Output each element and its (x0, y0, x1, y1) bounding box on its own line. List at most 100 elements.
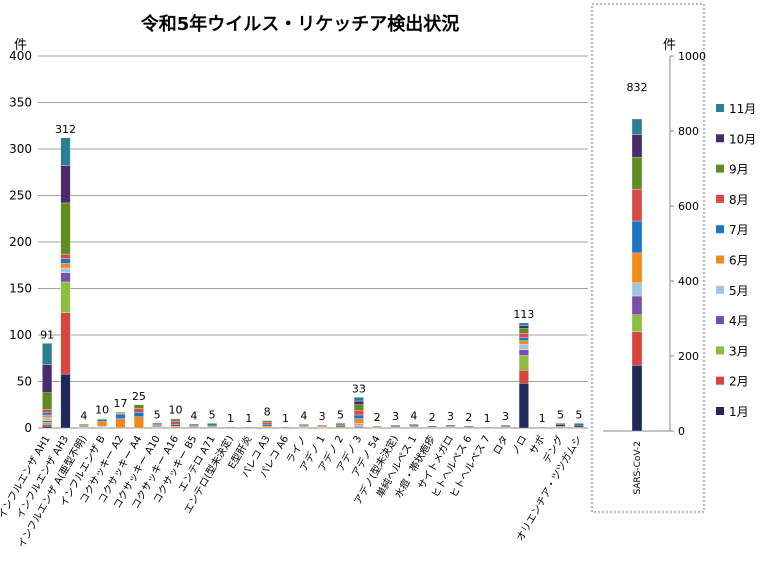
inset-bar-segment (631, 134, 643, 158)
data-label: 3 (447, 410, 454, 423)
bar-segment (353, 414, 364, 419)
inset-bar-segment (631, 220, 643, 254)
bar-segment (463, 425, 474, 428)
inset-bar-segment (631, 282, 643, 297)
bar-segment (573, 423, 584, 426)
legend-swatch (716, 255, 724, 264)
legend-swatch (716, 104, 724, 112)
bar-segment (518, 340, 529, 345)
bar-segment (482, 426, 493, 429)
legend-label: 6月 (729, 254, 749, 268)
bar-segment (152, 423, 163, 425)
bar-segment (445, 425, 456, 427)
bar-segment (60, 263, 71, 269)
bar-segment (353, 418, 364, 424)
y-tick-label: 300 (9, 142, 32, 156)
legend-label: 1月 (729, 405, 749, 419)
bar-segment (518, 344, 529, 351)
left-y-axis-unit: 件 (14, 38, 28, 53)
bar-segment (133, 404, 144, 409)
bar-segment (42, 364, 53, 393)
legend-swatch (716, 225, 724, 234)
legend-label: 9月 (729, 163, 749, 177)
x-tick-label: ノロ (510, 434, 530, 457)
bar-segment (335, 423, 346, 425)
bar-segment (60, 253, 71, 259)
data-label: 4 (190, 409, 197, 422)
data-label: 3 (319, 410, 326, 423)
inset-bar-segment (631, 295, 643, 315)
y-tick-label: 0 (24, 421, 32, 435)
bar-segment (97, 421, 108, 427)
bar-segment (42, 392, 53, 410)
bar-segment (42, 420, 53, 423)
data-label: 1 (245, 412, 252, 425)
bar-segment (262, 422, 273, 425)
inset-data-label: 832 (627, 81, 648, 94)
legend-label: 11月 (729, 102, 756, 116)
bar-segment (317, 425, 328, 427)
data-label: 3 (502, 410, 509, 423)
y-tick-label: 400 (9, 49, 32, 63)
bar-segment (42, 412, 53, 416)
data-label: 25 (132, 390, 146, 403)
data-label: 10 (169, 404, 183, 417)
bar-segment (500, 425, 511, 427)
bar-segment (280, 426, 291, 429)
bar-segment (243, 426, 254, 429)
bar-segment (170, 425, 181, 429)
y-tick-label: 250 (9, 189, 32, 203)
data-label: 4 (80, 409, 87, 422)
inset-bar-segment (631, 331, 643, 366)
bar-segment (60, 272, 71, 283)
bar-segment (518, 328, 529, 334)
bar-segment (42, 425, 53, 429)
data-label: 1 (282, 412, 289, 425)
data-label: 1 (227, 412, 234, 425)
inset-bar-segment (631, 188, 643, 222)
y-tick-label: 100 (9, 328, 32, 342)
bar-segment (207, 423, 218, 426)
bar-segment (60, 281, 71, 313)
inset-bar-segment (631, 314, 643, 332)
y-tick-label: 150 (9, 282, 32, 296)
y-tick-label: 200 (9, 235, 32, 249)
bar-segment (42, 343, 53, 365)
bar-segment (518, 337, 529, 341)
data-label: 91 (40, 328, 54, 341)
bar-segment (42, 409, 53, 413)
bar-segment (60, 373, 71, 429)
inset-border (591, 3, 705, 513)
bar-segment (60, 202, 71, 255)
data-label: 33 (352, 382, 366, 395)
legend-label: 8月 (729, 193, 749, 207)
inset-y-tick-label: 0 (678, 425, 685, 438)
bar-segment (555, 424, 566, 427)
data-label: 5 (575, 408, 582, 421)
legend-swatch (716, 316, 724, 325)
right-y-axis-unit: 件 (663, 38, 677, 53)
bar-segment (573, 425, 584, 428)
data-label: 312 (55, 123, 76, 136)
legend-swatch (716, 407, 724, 415)
bar-segment (372, 425, 383, 428)
bar-segment (518, 370, 529, 384)
bar-segment (518, 349, 529, 356)
inset-bar-segment (631, 365, 643, 432)
data-label: 4 (410, 409, 417, 422)
bar-segment (78, 424, 89, 426)
inset-bar-segment (631, 157, 643, 190)
bar-segment (518, 332, 529, 338)
legend-swatch (716, 134, 724, 143)
bar-segment (42, 414, 53, 418)
x-tick-label: ロタ (491, 434, 511, 457)
bar-segment (42, 424, 53, 427)
legend-label: 7月 (729, 223, 749, 237)
bar-segment (518, 325, 529, 329)
data-label: 8 (264, 406, 271, 419)
inset-bar-segment (631, 252, 643, 284)
data-label: 5 (557, 408, 564, 421)
data-label: 1 (539, 412, 546, 425)
bar-segment (298, 424, 309, 426)
